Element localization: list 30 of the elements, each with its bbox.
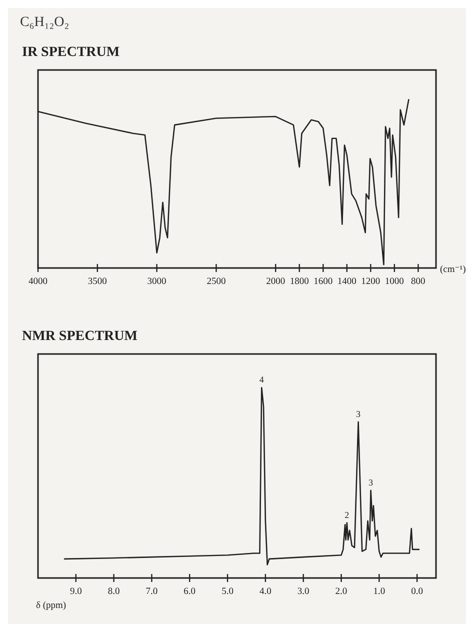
annotation: 3 bbox=[368, 477, 374, 488]
chart-title: NMR SPECTRUM bbox=[22, 329, 138, 344]
x-tick-label: 7.0 bbox=[146, 587, 158, 597]
annotation: 3 bbox=[356, 408, 362, 419]
x-tick-label: 2.0 bbox=[335, 587, 348, 597]
x-tick-label: 0.0 bbox=[411, 587, 424, 597]
x-tick-label: 3.0 bbox=[297, 587, 310, 597]
x-tick-label: 6.0 bbox=[184, 587, 196, 597]
x-tick-label: 1600 bbox=[314, 277, 333, 287]
x-tick-label: 3000 bbox=[147, 277, 167, 287]
text: C₆H₁₂O₂ bbox=[20, 15, 70, 30]
x-tick-label: 1000 bbox=[384, 277, 404, 287]
x-tick-label: 2500 bbox=[206, 277, 226, 287]
chart-title: IR SPECTRUM bbox=[22, 45, 120, 60]
annotation: 2 bbox=[344, 510, 350, 520]
x-tick-label: 1200 bbox=[361, 277, 380, 287]
x-tick-label: 3500 bbox=[88, 277, 108, 287]
x-tick-label: 1400 bbox=[337, 277, 357, 287]
x-tick-label: 8.0 bbox=[108, 587, 120, 597]
x-axis-title: δ (ppm) bbox=[36, 601, 66, 611]
x-tick-label: 4000 bbox=[28, 277, 48, 287]
x-tick-label: 9.0 bbox=[70, 587, 82, 597]
x-tick-label: 4.0 bbox=[259, 587, 272, 597]
x-axis-title: (cm⁻¹) bbox=[440, 265, 466, 275]
x-tick-label: 1.0 bbox=[373, 587, 386, 597]
x-tick-label: 1800 bbox=[290, 277, 310, 287]
annotation: 4 bbox=[259, 374, 264, 385]
x-tick-label: 800 bbox=[411, 277, 426, 287]
x-tick-label: 2000 bbox=[266, 277, 286, 287]
x-tick-label: 5.0 bbox=[222, 587, 234, 597]
